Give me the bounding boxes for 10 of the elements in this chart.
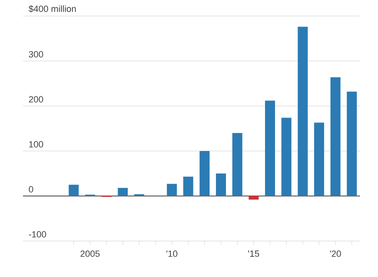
y-tick-label: 0 xyxy=(28,186,34,192)
y-tick-label: 100 xyxy=(29,141,44,148)
y-tick-label: -100 xyxy=(28,231,46,238)
x-tick-label: '15 xyxy=(248,250,260,257)
y-tick-label: 300 xyxy=(28,51,44,58)
x-tick-label: '20 xyxy=(330,250,341,257)
x-tick-label: 2005 xyxy=(80,250,100,257)
y-tick-label: 200 xyxy=(28,96,44,102)
x-tick-label: '10 xyxy=(166,250,178,257)
y-tick-label: $400 million xyxy=(28,5,76,12)
